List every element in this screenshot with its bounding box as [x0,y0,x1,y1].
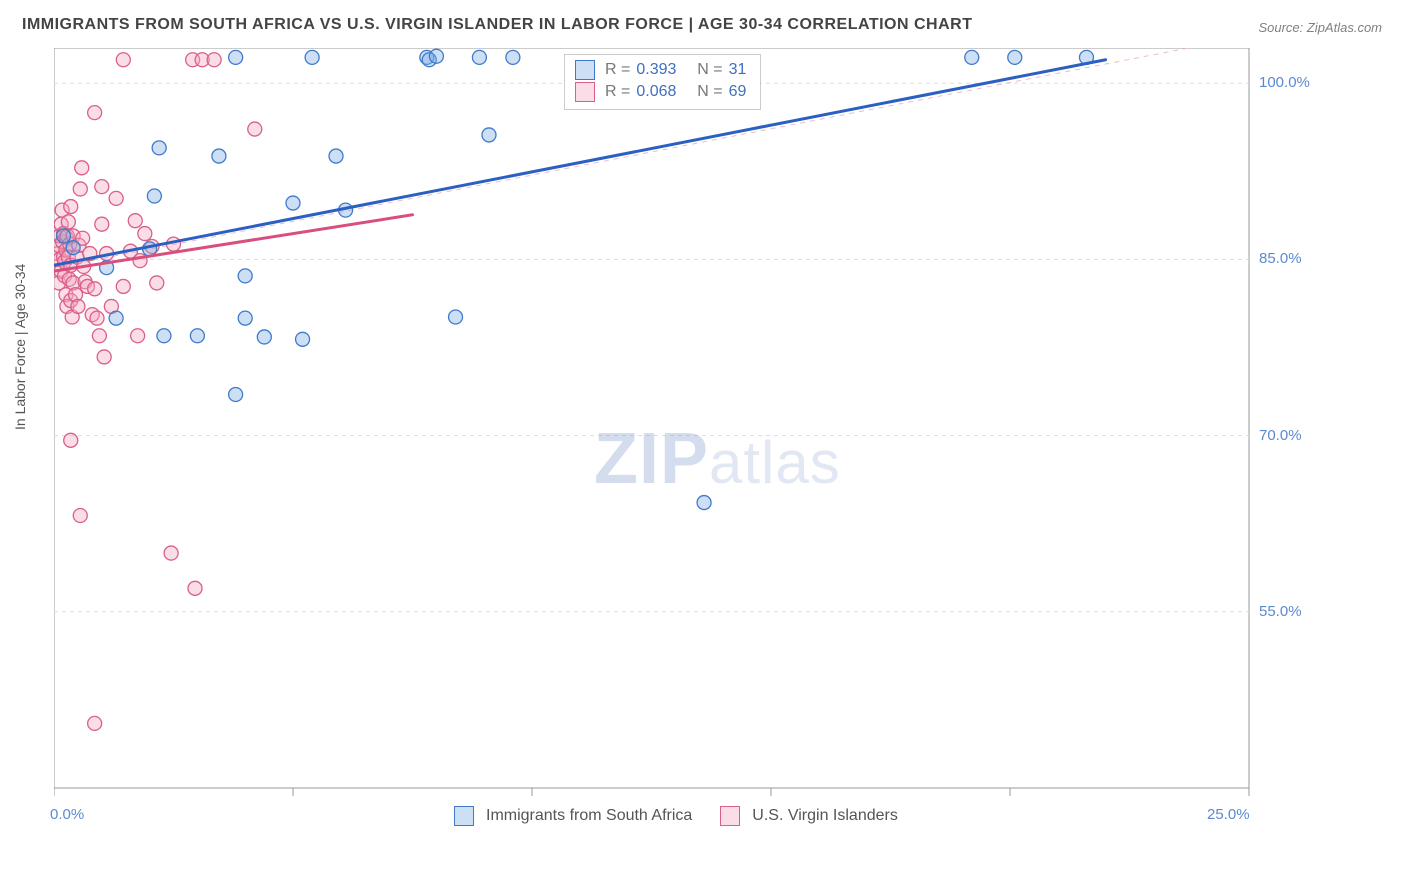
y-tick-label: 70.0% [1259,427,1302,444]
r-label: R = [605,81,630,103]
r-label: R = [605,59,630,81]
y-tick-label: 100.0% [1259,74,1310,91]
legend-item-blue: Immigrants from South Africa [454,806,692,826]
legend-swatch-blue-icon [454,806,474,826]
y-axis-label: In Labor Force | Age 30-34 [12,264,28,430]
legend-swatch-blue [575,60,595,80]
x-tick-label: 0.0% [50,806,84,823]
scatter-plot-svg [54,48,1324,828]
legend-swatch-pink-icon [720,806,740,826]
legend-row-pink: R = 0.068 N = 69 [575,81,746,103]
x-tick-label: 25.0% [1207,806,1250,823]
legend-label-blue: Immigrants from South Africa [486,807,692,825]
legend-row-blue: R = 0.393 N = 31 [575,59,746,81]
r-value-pink: 0.068 [636,81,676,103]
legend-label-pink: U.S. Virgin Islanders [752,807,898,825]
plot-area: ZIPatlas R = 0.393 N = 31 R = 0.068 N = … [54,48,1324,828]
y-tick-label: 85.0% [1259,250,1302,267]
source-attribution: Source: ZipAtlas.com [1258,20,1382,35]
legend-item-pink: U.S. Virgin Islanders [720,806,898,826]
chart-title: IMMIGRANTS FROM SOUTH AFRICA VS U.S. VIR… [22,16,972,34]
y-tick-label: 55.0% [1259,603,1302,620]
n-value-blue: 31 [729,59,747,81]
series-legend: Immigrants from South Africa U.S. Virgin… [454,806,898,826]
correlation-legend: R = 0.393 N = 31 R = 0.068 N = 69 [564,54,761,110]
n-value-pink: 69 [729,81,747,103]
n-label: N = [697,81,722,103]
n-label: N = [697,59,722,81]
r-value-blue: 0.393 [636,59,676,81]
legend-swatch-pink [575,82,595,102]
chart-page: IMMIGRANTS FROM SOUTH AFRICA VS U.S. VIR… [0,0,1406,892]
